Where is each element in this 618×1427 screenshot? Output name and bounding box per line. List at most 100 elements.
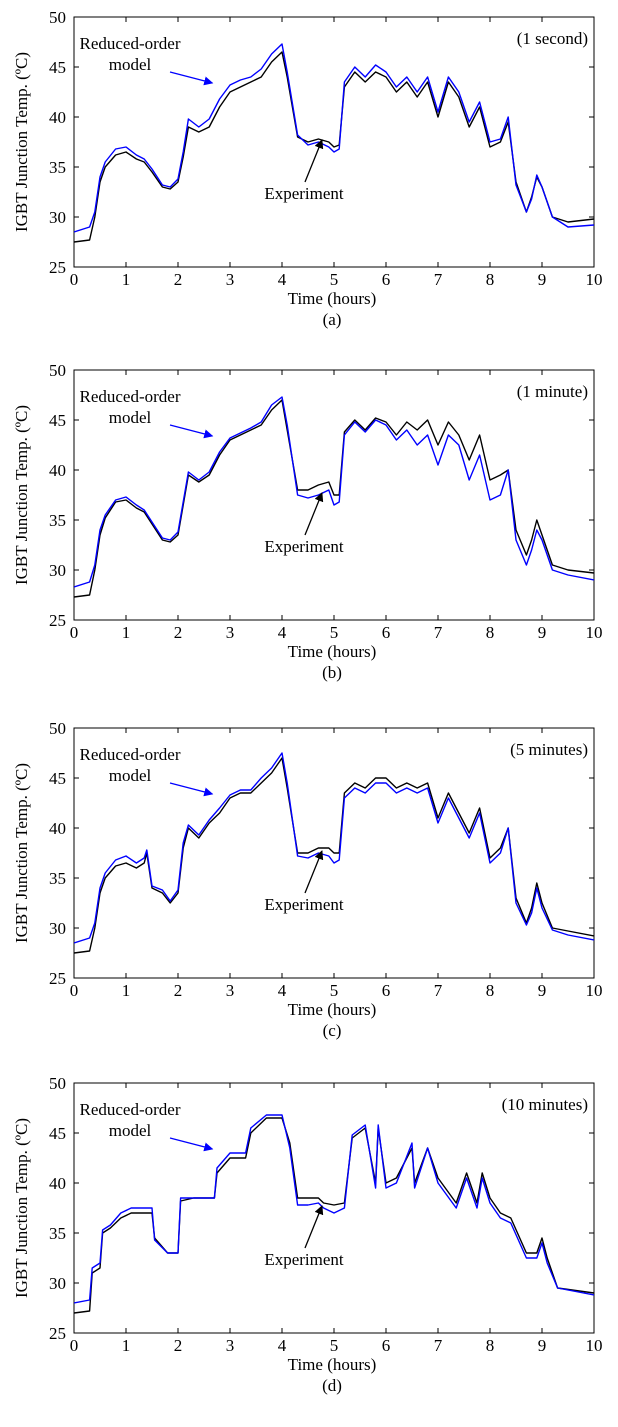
y-axis-label: IGBT Junction Temp. (ºC) [12, 763, 31, 943]
y-tick-label: 50 [49, 8, 66, 27]
x-tick-label: 0 [70, 623, 79, 642]
sampling-annotation: (5 minutes) [510, 740, 588, 759]
series-line-blue [74, 753, 594, 943]
experiment-label: Experiment [264, 184, 344, 203]
model-arrow [170, 425, 212, 436]
y-axis-label: IGBT Junction Temp. (ºC) [12, 405, 31, 585]
x-tick-label: 0 [70, 270, 79, 289]
x-tick-label: 7 [434, 270, 443, 289]
sampling-annotation: (1 second) [517, 29, 588, 48]
x-tick-label: 1 [122, 270, 131, 289]
model-label-line: Reduced-order [79, 387, 180, 406]
panel-label: (c) [323, 1021, 342, 1040]
model-label-line: model [109, 408, 152, 427]
experiment-label: Experiment [264, 1250, 344, 1269]
y-tick-label: 40 [49, 108, 66, 127]
panel-label: (d) [322, 1376, 342, 1395]
x-tick-label: 2 [174, 1336, 183, 1355]
x-tick-label: 6 [382, 270, 391, 289]
series-line-blue [74, 397, 594, 587]
y-axis-label: IGBT Junction Temp. (ºC) [12, 1118, 31, 1298]
x-tick-label: 10 [586, 981, 603, 1000]
y-tick-label: 50 [49, 1074, 66, 1093]
x-tick-label: 5 [330, 981, 339, 1000]
series-line-blue [74, 44, 594, 232]
y-tick-label: 50 [49, 719, 66, 738]
experiment-label: Experiment [264, 895, 344, 914]
x-tick-label: 3 [226, 1336, 235, 1355]
y-tick-label: 45 [49, 411, 66, 430]
y-tick-label: 30 [49, 1274, 66, 1293]
x-tick-label: 4 [278, 623, 287, 642]
y-tick-label: 35 [49, 511, 66, 530]
model-label-line: model [109, 766, 152, 785]
sampling-annotation: (10 minutes) [502, 1095, 588, 1114]
x-tick-label: 0 [70, 1336, 79, 1355]
model-label-line: Reduced-order [79, 34, 180, 53]
x-tick-label: 7 [434, 981, 443, 1000]
y-tick-label: 25 [49, 1324, 66, 1343]
model-label-line: Reduced-order [79, 745, 180, 764]
x-tick-label: 1 [122, 1336, 131, 1355]
x-tick-label: 8 [486, 981, 495, 1000]
x-tick-label: 6 [382, 981, 391, 1000]
experiment-arrow [305, 140, 322, 182]
x-tick-label: 6 [382, 1336, 391, 1355]
model-label: Reduced-order model [79, 745, 180, 785]
x-tick-label: 5 [330, 1336, 339, 1355]
x-tick-label: 9 [538, 270, 547, 289]
model-arrow [170, 783, 212, 794]
y-tick-label: 25 [49, 969, 66, 988]
series-line-black [74, 758, 594, 953]
y-tick-label: 45 [49, 58, 66, 77]
sampling-annotation: (1 minute) [517, 382, 588, 401]
x-tick-label: 9 [538, 981, 547, 1000]
model-arrow [170, 72, 212, 83]
x-tick-label: 4 [278, 270, 287, 289]
x-tick-label: 9 [538, 1336, 547, 1355]
x-tick-label: 1 [122, 981, 131, 1000]
x-tick-label: 2 [174, 981, 183, 1000]
x-axis-label: Time (hours) [288, 289, 377, 308]
y-tick-label: 50 [49, 361, 66, 380]
y-tick-label: 40 [49, 461, 66, 480]
experiment-arrow [305, 1206, 322, 1248]
x-tick-label: 2 [174, 270, 183, 289]
x-tick-label: 10 [586, 270, 603, 289]
model-label-line: model [109, 1121, 152, 1140]
y-tick-label: 35 [49, 1224, 66, 1243]
x-axis-label: Time (hours) [288, 642, 377, 661]
x-tick-label: 9 [538, 623, 547, 642]
y-tick-label: 35 [49, 158, 66, 177]
x-tick-label: 10 [586, 623, 603, 642]
x-tick-label: 6 [382, 623, 391, 642]
x-tick-label: 8 [486, 623, 495, 642]
axes-frame [74, 17, 594, 267]
panel-label: (b) [322, 663, 342, 682]
experiment-arrow [305, 493, 322, 535]
y-tick-label: 30 [49, 561, 66, 580]
model-label: Reduced-order model [79, 1100, 180, 1140]
series-line-blue [74, 1115, 594, 1303]
x-tick-label: 8 [486, 270, 495, 289]
x-tick-label: 5 [330, 270, 339, 289]
x-tick-label: 3 [226, 623, 235, 642]
x-tick-label: 4 [278, 1336, 287, 1355]
y-tick-label: 30 [49, 208, 66, 227]
model-arrow [170, 1138, 212, 1149]
model-label: Reduced-order model [79, 387, 180, 427]
x-tick-label: 7 [434, 623, 443, 642]
series-line-black [74, 400, 594, 597]
x-tick-label: 7 [434, 1336, 443, 1355]
x-axis-label: Time (hours) [288, 1000, 377, 1019]
y-tick-label: 40 [49, 819, 66, 838]
x-tick-label: 0 [70, 981, 79, 1000]
x-tick-label: 3 [226, 981, 235, 1000]
series-line-black [74, 52, 594, 242]
x-tick-label: 1 [122, 623, 131, 642]
x-axis-label: Time (hours) [288, 1355, 377, 1374]
y-tick-label: 30 [49, 919, 66, 938]
y-tick-label: 25 [49, 611, 66, 630]
